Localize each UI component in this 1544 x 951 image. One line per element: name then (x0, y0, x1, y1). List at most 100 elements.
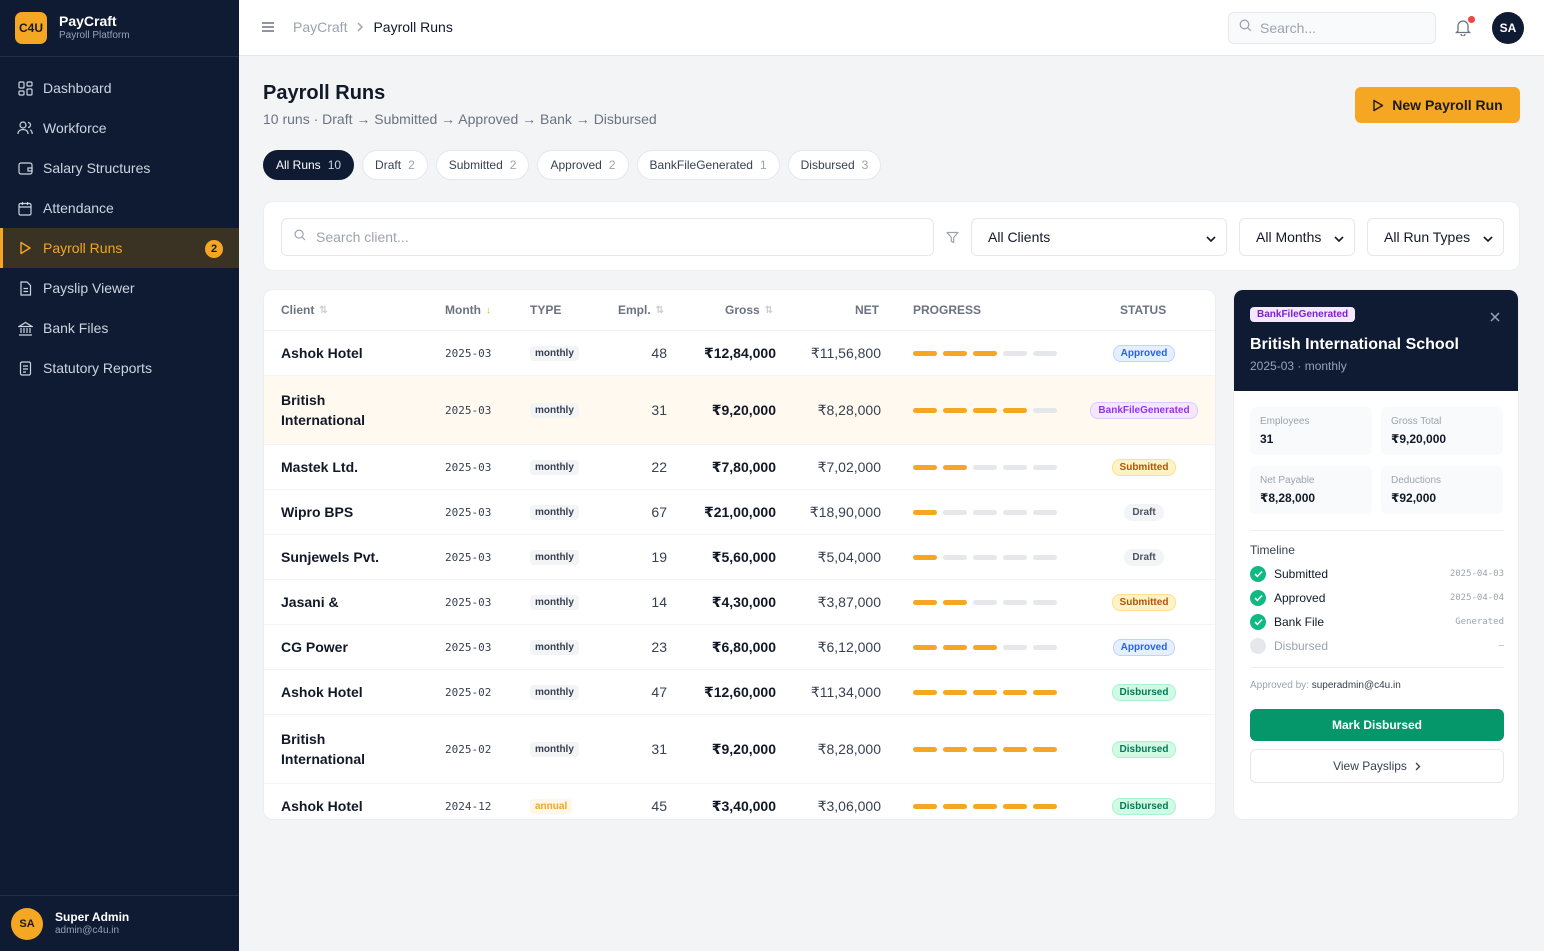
calendar-icon (17, 200, 33, 216)
table-row[interactable]: British International 2025-03 monthly 31 ₹9,… (264, 376, 1215, 445)
tab-all-runs[interactable]: All Runs 10 (263, 150, 355, 180)
progress-bar (913, 784, 1063, 819)
col-header-gross[interactable]: Gross ⇅ (725, 290, 773, 330)
sidebar-item-statutory-reports[interactable]: Statutory Reports (0, 348, 239, 388)
col-header-status: STATUS (1120, 303, 1167, 317)
breadcrumb-root[interactable]: PayCraft (293, 19, 348, 35)
run-type-select[interactable]: All Run Types (1367, 218, 1504, 256)
stat-value: ₹9,20,000 (1391, 432, 1447, 446)
sidebar-item-payslip-viewer[interactable]: Payslip Viewer (0, 268, 239, 308)
client-select[interactable]: All Clients (971, 218, 1227, 256)
cell-net: ₹8,28,000 (817, 401, 881, 418)
table-row[interactable]: Sunjewels Pvt. 2025-03 monthly 19 ₹5,60,000 ₹… (264, 535, 1215, 580)
sidebar-item-attendance[interactable]: Attendance (0, 188, 239, 228)
sort-icon: ⇅ (319, 304, 328, 316)
cell-net: ₹3,06,000 (817, 797, 881, 814)
check-circle-icon (1250, 590, 1266, 606)
sidebar-item-bank-files[interactable]: Bank Files (0, 308, 239, 348)
cell-net: ₹7,02,000 (817, 458, 881, 475)
sidebar-item-payroll-runs[interactable]: Payroll Runs 2 (0, 228, 239, 268)
client-search-input[interactable] (316, 229, 896, 245)
client-search[interactable] (281, 218, 934, 256)
cell-gross: ₹12,60,000 (703, 683, 776, 700)
col-header-client[interactable]: Client ⇅ (281, 290, 328, 330)
mark-disbursed-button[interactable]: Mark Disbursed (1250, 709, 1504, 741)
tab-bankfilegenerated[interactable]: BankFileGenerated 1 (636, 150, 780, 180)
col-header-employees[interactable]: Empl. ⇅ (618, 290, 664, 330)
new-payroll-run-button[interactable]: New Payroll Run (1355, 87, 1520, 123)
tab-label: Submitted (448, 158, 503, 172)
page-subtitle: 10 runs · Draft → Submitted → Approved →… (263, 111, 657, 127)
progress-step (1033, 509, 1057, 515)
progress-step (973, 803, 997, 809)
sidebar-item-dashboard[interactable]: Dashboard (0, 68, 239, 108)
status-badge: Draft (1124, 548, 1164, 566)
table-row[interactable]: CG Power 2025-03 monthly 23 ₹6,80,000 ₹6,12,0… (264, 625, 1215, 670)
progress-step (913, 644, 937, 650)
col-header-employees-label: Empl. (618, 303, 651, 317)
chevron-down-icon (1206, 229, 1216, 245)
table-row[interactable]: Wipro BPS 2025-03 monthly 67 ₹21,00,000 ₹18,9… (264, 490, 1215, 535)
table-row[interactable]: Mastek Ltd. 2025-03 monthly 22 ₹7,80,000 ₹7,0… (264, 445, 1215, 490)
user-profile[interactable]: SA Super Admin admin@c4u.in (11, 908, 129, 940)
progress-step (973, 599, 997, 605)
tab-draft[interactable]: Draft 2 (362, 150, 428, 180)
progress-step (913, 407, 937, 413)
tab-count: 2 (509, 158, 517, 172)
progress-step (943, 464, 967, 470)
header-avatar[interactable]: SA (1492, 12, 1524, 44)
progress-step (973, 644, 997, 650)
tab-disbursed[interactable]: Disbursed 3 (787, 150, 882, 180)
cell-month: 2025-03 (445, 550, 492, 564)
cell-net: ₹3,87,000 (817, 593, 881, 610)
detail-divider (1250, 530, 1504, 531)
global-search-input[interactable] (1260, 20, 1420, 36)
cell-gross: ₹12,84,000 (703, 344, 776, 361)
detail-subtitle: 2025-03 · monthly (1250, 359, 1347, 373)
col-header-month[interactable]: Month ↓ (445, 290, 491, 330)
timeline-label: Disbursed (1274, 639, 1329, 653)
table-row[interactable]: Ashok Hotel 2025-02 monthly 47 ₹12,60,000 ₹11… (264, 670, 1215, 715)
cell-status: Disbursed (1054, 715, 1215, 783)
stat-deductions: Deductions ₹92,000 (1381, 466, 1503, 514)
tab-submitted[interactable]: Submitted 2 (435, 150, 530, 180)
timeline-step-submitted: Submitted 2025-04-03 (1250, 566, 1504, 582)
col-header-type: TYPE (530, 303, 562, 317)
status-badge: Disbursed (1111, 740, 1177, 758)
progress-step (1003, 554, 1027, 560)
progress-step (913, 554, 937, 560)
search-icon (1239, 19, 1252, 37)
sidebar-item-workforce[interactable]: Workforce (0, 108, 239, 148)
sidebar-nav: Dashboard Workforce Salary Structures Atten… (0, 68, 239, 388)
close-icon[interactable] (1490, 309, 1500, 327)
progress-step (1003, 644, 1027, 650)
approved-by-email: superadmin@c4u.in (1311, 680, 1401, 691)
run-type-select-value: All Run Types (1384, 229, 1471, 245)
pending-circle-icon (1250, 638, 1266, 654)
bell-icon[interactable] (1454, 18, 1472, 41)
chevron-down-icon (1334, 229, 1344, 245)
menu-icon[interactable] (261, 20, 275, 39)
cell-status: BankFileGenerated (1054, 376, 1215, 444)
table-row[interactable]: Ashok Hotel 2025-03 monthly 48 ₹12,84,000 ₹11… (264, 331, 1215, 376)
table-row[interactable]: Jasani & 2025-03 monthly 14 ₹4,30,000 ₹3,87,0… (264, 580, 1215, 625)
cell-month: 2025-03 (445, 595, 492, 609)
tab-approved[interactable]: Approved 2 (537, 150, 629, 180)
global-search[interactable] (1228, 12, 1436, 44)
cell-employees: 48 (651, 345, 667, 361)
cell-gross: ₹3,40,000 (711, 797, 776, 814)
view-payslips-button[interactable]: View Payslips (1250, 749, 1504, 783)
filter-icon[interactable] (946, 231, 959, 249)
breadcrumb: PayCraft Payroll Runs (293, 19, 453, 35)
table-row[interactable]: British International 2025-02 monthly 31 ₹9,… (264, 715, 1215, 784)
sidebar-item-salary-structures[interactable]: Salary Structures (0, 148, 239, 188)
cell-type: monthly (530, 580, 579, 624)
table-row[interactable]: Ashok Hotel 2024-12 annual 45 ₹3,40,000 ₹3,06… (264, 784, 1215, 819)
cell-client: British International (281, 392, 366, 428)
cell-net: ₹11,56,800 (810, 344, 881, 361)
client-select-value: All Clients (988, 229, 1051, 245)
month-select[interactable]: All Months (1239, 218, 1355, 256)
brand[interactable]: C4U PayCraft Payroll Platform (15, 12, 130, 44)
cell-month: 2025-03 (445, 640, 492, 654)
cell-gross: ₹9,20,000 (711, 740, 776, 757)
